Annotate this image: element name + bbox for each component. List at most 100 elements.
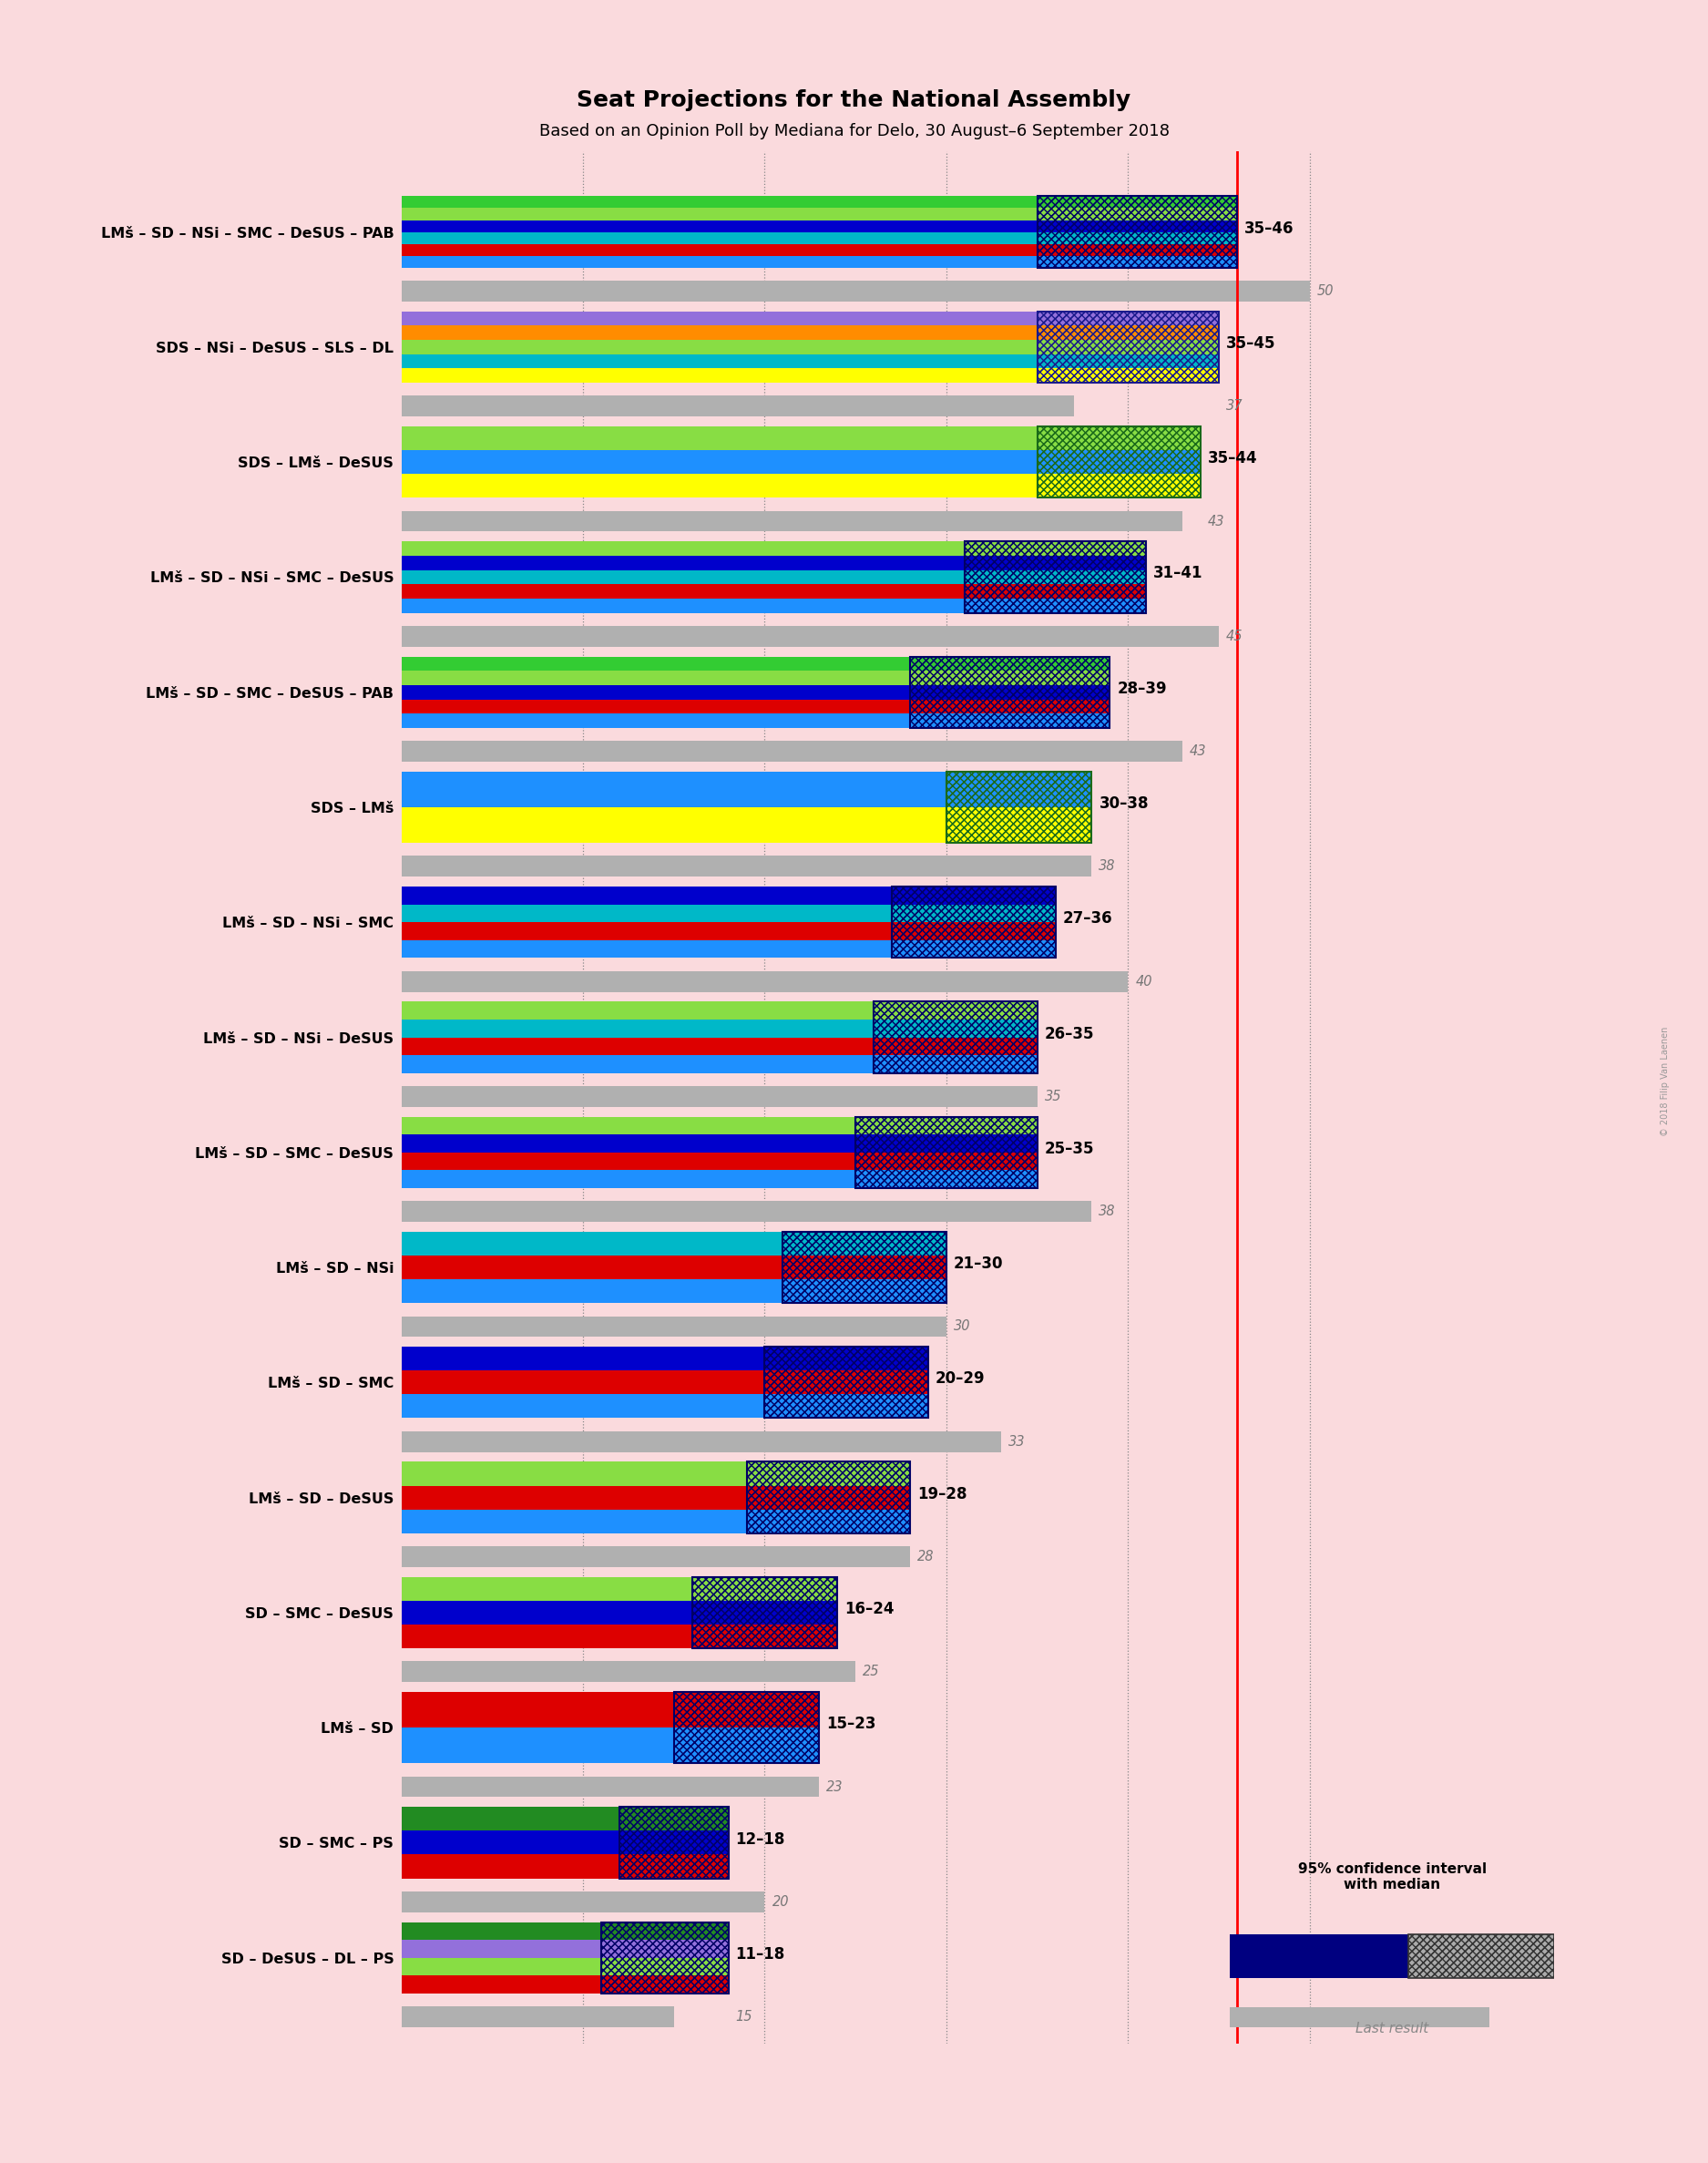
Bar (1230, 1934, 1407, 1979)
Bar (401, 1278, 782, 1302)
Text: 20: 20 (772, 1895, 789, 1908)
Bar (1037, 474, 1201, 497)
Bar (620, 1806, 728, 1877)
Bar (401, 281, 1310, 301)
Bar (401, 1624, 692, 1648)
Bar (1037, 208, 1237, 221)
Bar (401, 921, 892, 941)
Bar (946, 772, 1091, 844)
Bar (1407, 1934, 1554, 1979)
Text: 23: 23 (827, 1780, 844, 1793)
Bar (401, 571, 965, 584)
Bar (892, 921, 1056, 941)
Bar (401, 340, 1037, 355)
Text: 25–35: 25–35 (1045, 1140, 1095, 1157)
Bar (692, 1577, 837, 1648)
Bar (401, 1776, 820, 1797)
Bar (692, 1577, 837, 1601)
Bar (746, 1462, 910, 1486)
Bar (765, 1348, 927, 1371)
Bar (401, 450, 1037, 474)
Bar (782, 1231, 946, 1302)
Bar (910, 699, 1110, 714)
Bar (1037, 311, 1220, 383)
Bar (675, 1691, 820, 1763)
Bar (874, 1001, 1037, 1073)
Bar (401, 1486, 746, 1510)
Bar (856, 1153, 1037, 1170)
Bar (401, 1153, 856, 1170)
Text: 45: 45 (1226, 629, 1243, 642)
Bar (401, 1200, 1091, 1222)
Bar (910, 658, 1110, 671)
Bar (1037, 244, 1237, 255)
Text: 20–29: 20–29 (936, 1371, 986, 1386)
Text: 25: 25 (863, 1666, 880, 1678)
Bar (401, 1830, 620, 1854)
Bar (401, 1547, 910, 1566)
Bar (401, 1975, 601, 1994)
Bar (1037, 450, 1201, 474)
Bar (965, 541, 1146, 612)
Bar (401, 1890, 765, 1912)
Bar (692, 1577, 837, 1648)
Bar (620, 1806, 728, 1830)
Bar (601, 1923, 728, 1940)
Bar (401, 1348, 765, 1371)
Bar (874, 1001, 1037, 1073)
Bar (401, 1462, 746, 1486)
Bar (1407, 1934, 1554, 1979)
Bar (401, 556, 965, 571)
Bar (782, 1231, 946, 1302)
Bar (856, 1116, 1037, 1187)
Bar (675, 1691, 820, 1728)
Bar (965, 584, 1146, 599)
Bar (1037, 311, 1220, 383)
Bar (620, 1854, 728, 1877)
Bar (675, 1691, 820, 1763)
Text: 50: 50 (1317, 283, 1334, 298)
Bar (401, 584, 965, 599)
Bar (1037, 197, 1237, 208)
Bar (746, 1462, 910, 1534)
Bar (401, 1038, 874, 1056)
Bar (1037, 255, 1237, 268)
Bar (1037, 327, 1220, 340)
Bar (401, 857, 1091, 876)
Bar (401, 671, 910, 686)
Bar (910, 658, 1110, 727)
Text: 35: 35 (1045, 1090, 1061, 1103)
Bar (946, 772, 1091, 844)
Bar (965, 556, 1146, 571)
Bar (765, 1348, 927, 1419)
Bar (401, 742, 1182, 761)
Text: 27–36: 27–36 (1062, 911, 1112, 928)
Bar (401, 1255, 782, 1278)
Text: 38: 38 (1098, 859, 1115, 874)
Text: 95% confidence interval
with median: 95% confidence interval with median (1298, 1862, 1486, 1893)
Bar (782, 1231, 946, 1255)
Bar (765, 1371, 927, 1395)
Bar (401, 1019, 874, 1038)
Bar (1037, 426, 1201, 497)
Text: 37: 37 (1226, 400, 1243, 413)
Bar (401, 197, 1037, 208)
Bar (965, 541, 1146, 612)
Bar (892, 887, 1056, 958)
Bar (401, 426, 1037, 450)
Bar (401, 1940, 601, 1958)
Bar (401, 1317, 946, 1337)
Text: 15: 15 (736, 2009, 753, 2025)
Bar (401, 1371, 765, 1395)
Bar (1037, 311, 1220, 383)
Bar (892, 941, 1056, 958)
Text: 21–30: 21–30 (953, 1257, 1003, 1272)
Text: 33: 33 (1008, 1434, 1025, 1449)
Bar (620, 1830, 728, 1854)
Text: 28–39: 28–39 (1117, 681, 1167, 696)
Text: 31–41: 31–41 (1153, 565, 1202, 582)
Bar (892, 887, 1056, 958)
Bar (892, 887, 1056, 958)
Bar (965, 571, 1146, 584)
Bar (946, 807, 1091, 844)
